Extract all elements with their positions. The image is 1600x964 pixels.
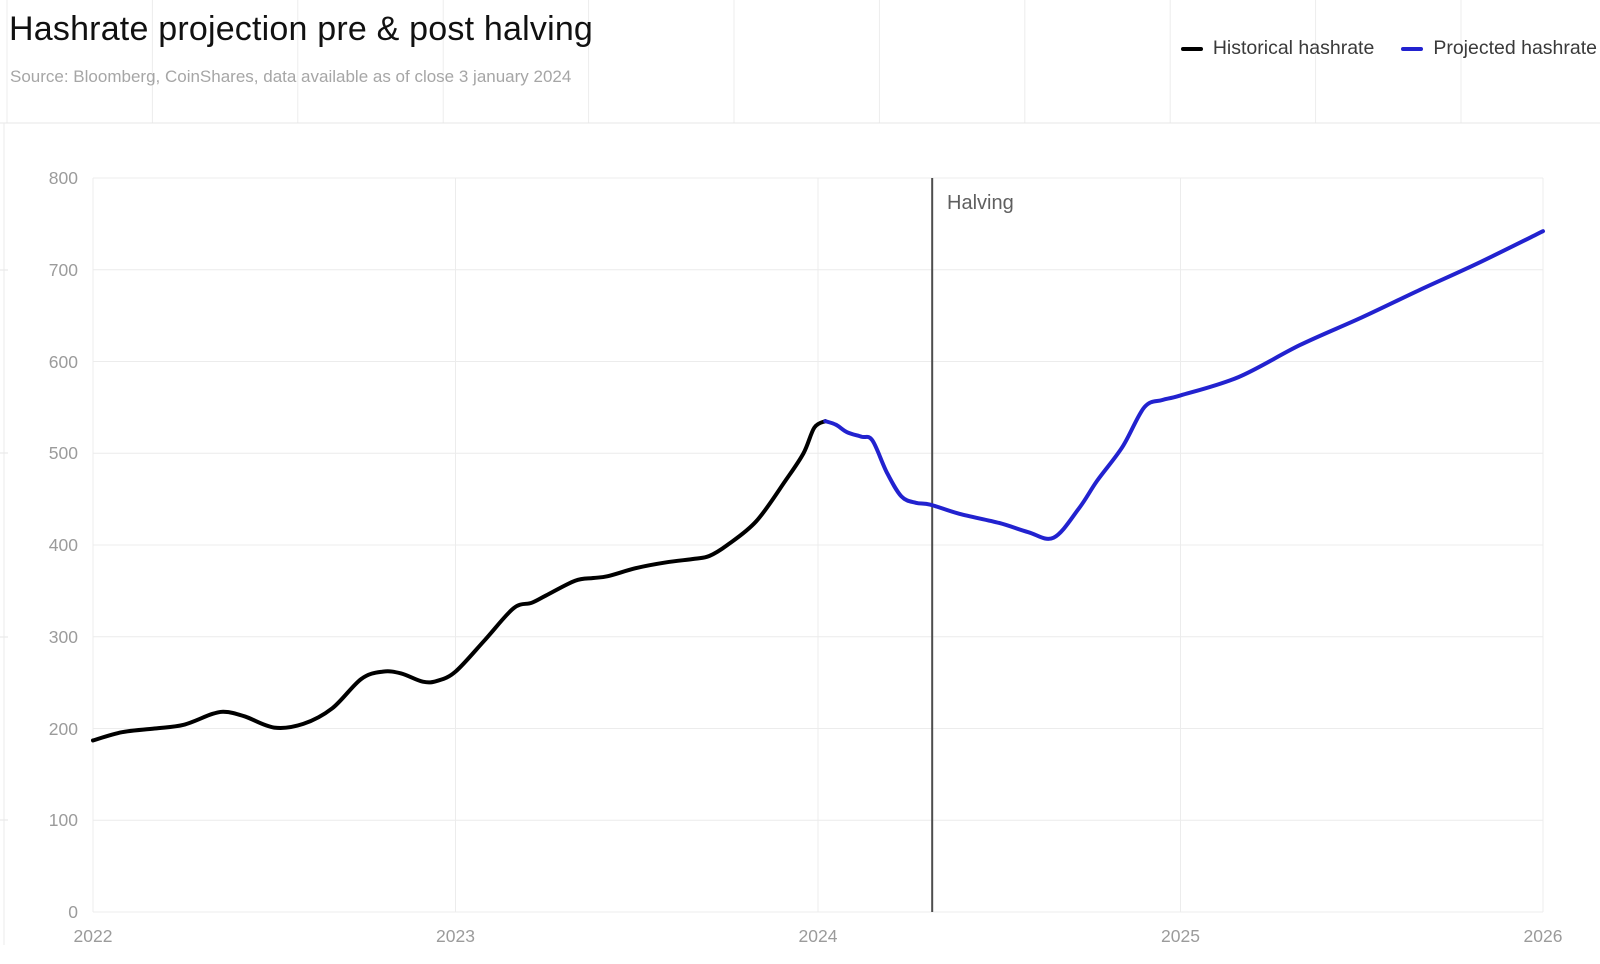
y-tick-label-700: 700 [48, 259, 78, 280]
legend-item-projected: Projected hashrate [1401, 37, 1597, 60]
x-tick-label-2024: 2024 [798, 926, 838, 946]
halving-annotation-label: Halving [947, 192, 1014, 214]
legend-line-swatch-projected [1401, 46, 1424, 51]
legend-line-swatch-historical [1180, 46, 1203, 51]
legend-item-historical: Historical hashrate [1180, 37, 1375, 60]
y-tick-label-0: 0 [68, 902, 78, 922]
chart-legend: Historical hashrate Projected hashrate [1180, 37, 1597, 60]
x-tick-label-2025: 2025 [1161, 926, 1200, 946]
legend-label-projected: Projected hashrate [1433, 37, 1597, 59]
chart-title: Hashrate projection pre & post halving [9, 10, 594, 48]
legend-label-historical: Historical hashrate [1212, 37, 1375, 59]
y-tick-label-400: 400 [48, 535, 78, 555]
y-tick-label-300: 300 [48, 626, 78, 647]
y-tick-label-200: 200 [48, 718, 78, 739]
x-tick-label-2023: 2023 [436, 926, 475, 946]
x-tick-label-2022: 2022 [73, 926, 113, 946]
historical-hashrate-line [91, 419, 828, 743]
y-tick-label-600: 600 [48, 351, 78, 372]
projected-hashrate-line [823, 229, 1545, 541]
y-tick-label-100: 100 [48, 810, 78, 831]
y-tick-label-500: 500 [48, 443, 78, 464]
y-tick-label-800: 800 [48, 168, 78, 188]
x-tick-label-2026: 2026 [1523, 926, 1563, 946]
chart-source: Source: Bloomberg, CoinShares, data avai… [10, 67, 572, 86]
